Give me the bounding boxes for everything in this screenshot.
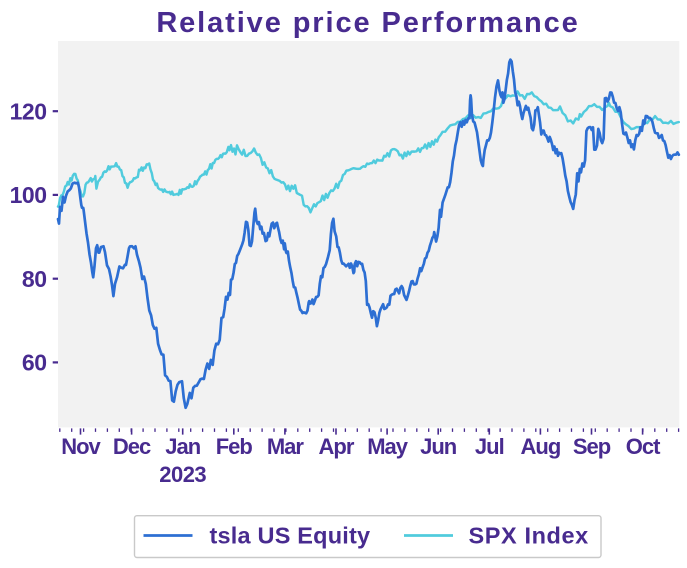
svg-text:Nov: Nov bbox=[61, 434, 101, 459]
svg-text:Mar: Mar bbox=[267, 434, 305, 459]
svg-text:tsla US Equity: tsla US Equity bbox=[210, 523, 371, 549]
svg-text:100: 100 bbox=[10, 182, 47, 208]
svg-text:SPX Index: SPX Index bbox=[469, 523, 589, 549]
svg-text:2023: 2023 bbox=[159, 462, 206, 487]
svg-text:120: 120 bbox=[10, 99, 47, 125]
svg-text:Jul: Jul bbox=[475, 434, 504, 459]
svg-text:Jun: Jun bbox=[420, 434, 457, 459]
svg-text:Apr: Apr bbox=[319, 434, 355, 459]
svg-text:60: 60 bbox=[22, 350, 47, 376]
svg-text:Relative price Performance: Relative price Performance bbox=[156, 7, 579, 39]
svg-text:Oct: Oct bbox=[626, 434, 661, 459]
svg-text:May: May bbox=[367, 434, 409, 459]
svg-text:Aug: Aug bbox=[521, 434, 561, 459]
svg-text:80: 80 bbox=[22, 266, 47, 292]
svg-text:Dec: Dec bbox=[113, 434, 151, 459]
svg-text:Jan: Jan bbox=[165, 434, 200, 459]
svg-text:Sep: Sep bbox=[573, 434, 611, 459]
svg-text:Feb: Feb bbox=[216, 434, 253, 459]
